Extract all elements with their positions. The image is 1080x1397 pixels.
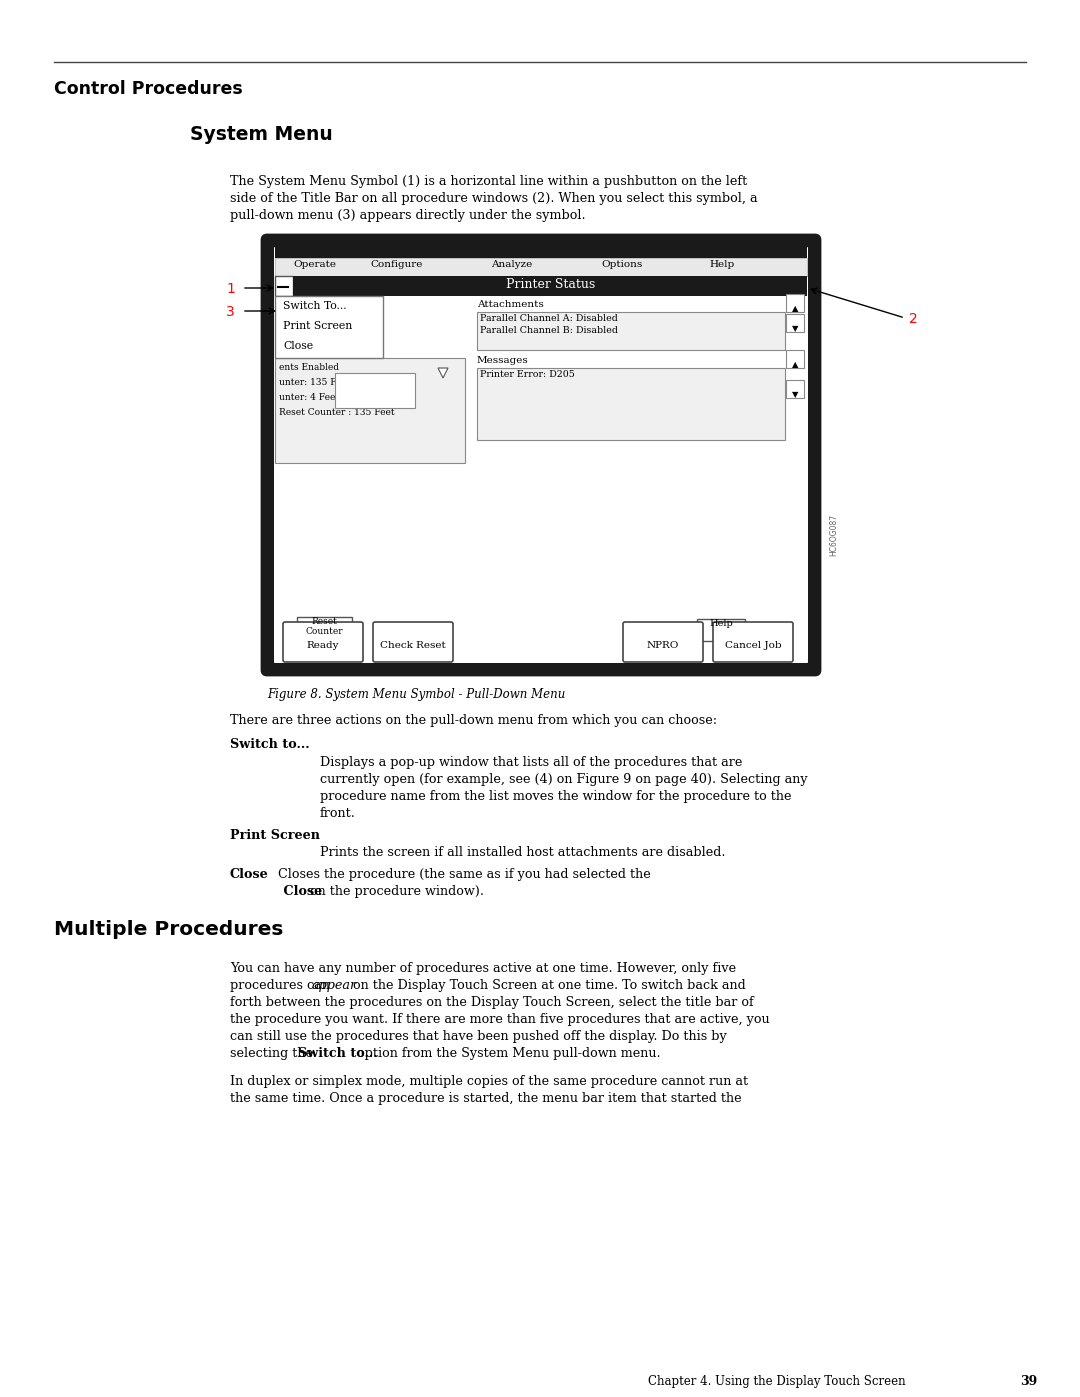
Text: Printer Error: D205: Printer Error: D205 — [480, 370, 575, 379]
Text: side of the Title Bar on all procedure windows (2). When you select this symbol,: side of the Title Bar on all procedure w… — [230, 191, 758, 205]
Bar — [275, 240, 807, 258]
Text: Close: Close — [270, 886, 322, 898]
Text: Options: Options — [602, 260, 643, 270]
Bar — [275, 277, 293, 296]
Text: HC6OG087: HC6OG087 — [829, 514, 838, 556]
Text: 39: 39 — [1020, 1375, 1037, 1389]
Text: can still use the procedures that have been pushed off the display. Do this by: can still use the procedures that have b… — [230, 1030, 727, 1044]
Text: Switch To...: Switch To... — [283, 300, 347, 312]
Text: 2: 2 — [909, 312, 918, 326]
Text: ents Enabled: ents Enabled — [279, 363, 339, 372]
Text: Parallel Channel B: Disabled: Parallel Channel B: Disabled — [480, 326, 618, 335]
Bar — [275, 608, 807, 662]
Bar — [697, 619, 745, 641]
Text: Closes the procedure (the same as if you had selected the: Closes the procedure (the same as if you… — [270, 868, 651, 882]
Text: on the Display Touch Screen at one time. To switch back and: on the Display Touch Screen at one time.… — [349, 979, 746, 992]
Text: Help: Help — [710, 260, 734, 270]
Bar — [786, 314, 804, 332]
Text: Close: Close — [283, 341, 313, 351]
Text: Figure 8. System Menu Symbol - Pull-Down Menu: Figure 8. System Menu Symbol - Pull-Down… — [267, 687, 565, 701]
Text: Close: Close — [230, 868, 269, 882]
Text: Print Screen: Print Screen — [230, 828, 320, 842]
Text: Displays a pop-up window that lists all of the procedures that are: Displays a pop-up window that lists all … — [320, 756, 742, 768]
FancyBboxPatch shape — [623, 622, 703, 662]
Text: Attachments: Attachments — [477, 300, 543, 309]
Text: ▲: ▲ — [792, 305, 798, 313]
Text: ▼: ▼ — [792, 390, 798, 400]
Text: on the procedure window).: on the procedure window). — [306, 886, 484, 898]
Text: Analyze: Analyze — [491, 260, 532, 270]
Text: Control Procedures: Control Procedures — [54, 80, 243, 98]
Text: You can have any number of procedures active at one time. However, only five: You can have any number of procedures ac… — [230, 963, 737, 975]
FancyBboxPatch shape — [274, 247, 808, 664]
Text: currently open (for example, see (4) on Figure 9 on page 40). Selecting any: currently open (for example, see (4) on … — [320, 773, 808, 787]
Text: Multiple Procedures: Multiple Procedures — [54, 921, 283, 939]
Text: Configure: Configure — [370, 260, 423, 270]
Text: ▲: ▲ — [792, 360, 798, 369]
Bar — [275, 258, 807, 277]
Bar — [786, 380, 804, 398]
Text: Help: Help — [710, 619, 733, 629]
Text: Printer Status: Printer Status — [507, 278, 596, 291]
Text: Parallel Channel A: Disabled: Parallel Channel A: Disabled — [480, 314, 618, 323]
Text: pull-down menu (3) appears directly under the symbol.: pull-down menu (3) appears directly unde… — [230, 210, 585, 222]
Bar — [297, 617, 352, 645]
Text: procedure name from the list moves the window for the procedure to the: procedure name from the list moves the w… — [320, 789, 792, 803]
Text: Prints the screen if all installed host attachments are disabled.: Prints the screen if all installed host … — [320, 847, 726, 859]
FancyBboxPatch shape — [283, 622, 363, 662]
Bar — [293, 277, 807, 296]
Text: Ready: Ready — [307, 641, 339, 651]
Bar — [786, 351, 804, 367]
Text: 3: 3 — [226, 305, 235, 319]
Text: procedures can: procedures can — [230, 979, 334, 992]
Text: NPRO: NPRO — [647, 641, 679, 651]
Text: Chapter 4. Using the Display Touch Screen: Chapter 4. Using the Display Touch Scree… — [648, 1375, 906, 1389]
Text: unter: 4 Feet: unter: 4 Feet — [279, 393, 339, 402]
Bar — [786, 293, 804, 312]
Text: Cancel Job: Cancel Job — [725, 641, 781, 651]
Text: Reset Counter : 135 Feet: Reset Counter : 135 Feet — [279, 408, 394, 416]
FancyBboxPatch shape — [713, 622, 793, 662]
Text: Switch to...: Switch to... — [298, 1046, 378, 1060]
Text: ▼: ▼ — [792, 324, 798, 332]
Text: In duplex or simplex mode, multiple copies of the same procedure cannot run at: In duplex or simplex mode, multiple copi… — [230, 1076, 748, 1088]
Bar — [477, 312, 785, 351]
Text: selecting the: selecting the — [230, 1046, 318, 1060]
Polygon shape — [438, 367, 448, 379]
Text: the same time. Once a procedure is started, the menu bar item that started the: the same time. Once a procedure is start… — [230, 1092, 742, 1105]
Text: the procedure you want. If there are more than five procedures that are active, : the procedure you want. If there are mor… — [230, 1013, 770, 1025]
Text: forth between the procedures on the Display Touch Screen, select the title bar o: forth between the procedures on the Disp… — [230, 996, 754, 1009]
Text: Messages: Messages — [477, 356, 529, 365]
Bar — [275, 358, 465, 462]
Text: unter: 135 Feet: unter: 135 Feet — [279, 379, 351, 387]
Text: Switch to...: Switch to... — [230, 738, 310, 752]
Text: 1: 1 — [226, 282, 235, 296]
Text: front.: front. — [320, 807, 356, 820]
Text: There are three actions on the pull-down menu from which you can choose:: There are three actions on the pull-down… — [230, 714, 717, 726]
Text: Print Screen: Print Screen — [283, 321, 352, 331]
Bar — [275, 296, 383, 358]
Bar — [477, 367, 785, 440]
FancyBboxPatch shape — [262, 235, 820, 675]
Text: Check Reset: Check Reset — [380, 641, 446, 651]
Text: Operate: Operate — [294, 260, 337, 270]
Text: The System Menu Symbol (1) is a horizontal line within a pushbutton on the left: The System Menu Symbol (1) is a horizont… — [230, 175, 747, 189]
Text: System Menu: System Menu — [190, 124, 333, 144]
FancyBboxPatch shape — [373, 622, 453, 662]
Bar — [335, 373, 415, 408]
Text: Reset
Counter: Reset Counter — [306, 617, 342, 637]
Text: option from the System Menu pull-down menu.: option from the System Menu pull-down me… — [353, 1046, 661, 1060]
Text: appear: appear — [312, 979, 357, 992]
